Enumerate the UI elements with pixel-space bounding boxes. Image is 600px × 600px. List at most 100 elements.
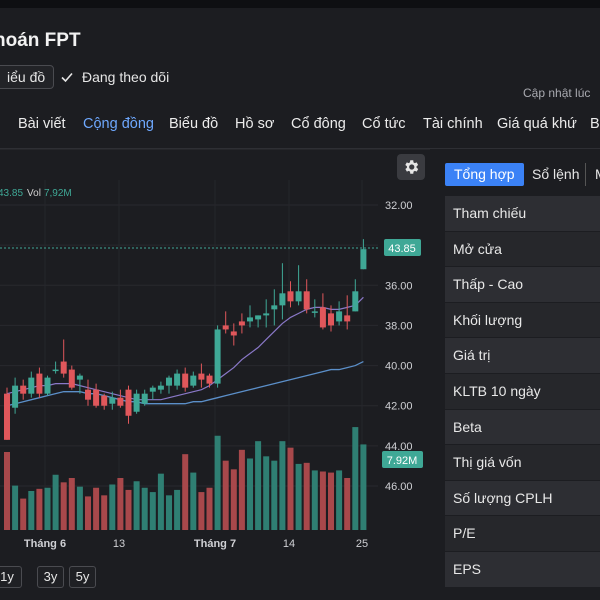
candle-body — [166, 377, 172, 386]
candle-body — [328, 313, 334, 326]
candle-body — [85, 389, 91, 400]
range-3y-button[interactable]: 3y — [37, 566, 64, 588]
volume-bar — [44, 487, 51, 530]
candle-body — [214, 329, 221, 384]
stat-so-luong-cplh: Số lượng CPLH — [445, 480, 600, 517]
tab-cong-dong[interactable]: Cộng đồng — [83, 116, 154, 132]
tab-ho-so[interactable]: Hồ sơ — [235, 116, 275, 132]
price-tick-label: 32.00 — [385, 200, 413, 212]
tab-bai-viet[interactable]: Bài viết — [18, 116, 66, 132]
candle-body — [238, 321, 245, 326]
tab-more-side[interactable]: M — [585, 163, 600, 186]
tab-tai-chinh[interactable]: Tài chính — [423, 116, 483, 132]
candle-body — [28, 377, 35, 394]
volume-bar — [174, 489, 181, 530]
time-tick-label: Tháng 7 — [194, 538, 236, 550]
candle-body — [36, 373, 43, 394]
candle-body — [44, 377, 51, 394]
volume-bar — [328, 472, 334, 530]
volume-bar — [198, 492, 205, 530]
candle-body — [68, 369, 75, 388]
time-tick-label: Tháng 6 — [24, 538, 66, 550]
updated-label: Cập nhật lúc — [523, 86, 591, 100]
candle-body — [190, 375, 197, 386]
main-tabs: Bài viết Cộng đồng Biểu đồ Hồ sơ Cổ đông… — [0, 108, 600, 142]
price-tag — [384, 239, 421, 256]
volume-bar — [85, 496, 91, 530]
tab-co-dong[interactable]: Cổ đông — [291, 116, 346, 132]
volume-bar — [12, 485, 19, 530]
chart-settings-button[interactable] — [397, 154, 425, 180]
candle-body — [279, 293, 286, 306]
volume-bar — [190, 472, 197, 530]
candle-body — [12, 385, 19, 408]
tab-co-tuc[interactable]: Cổ tức — [362, 116, 406, 132]
candle-body — [352, 291, 359, 312]
candle-body — [174, 373, 181, 386]
volume-bar — [271, 460, 278, 530]
time-tick-label: 13 — [113, 538, 125, 550]
tab-bieu-do[interactable]: Biểu đồ — [169, 116, 219, 132]
candle-body — [206, 375, 213, 384]
price-tick-label: 46.00 — [385, 481, 413, 493]
stat-pe: P/E — [445, 516, 600, 552]
volume-bar — [336, 470, 343, 530]
volume-tag — [382, 451, 423, 468]
tab-so-lenh[interactable]: Sổ lệnh — [532, 166, 580, 182]
candle-body — [125, 389, 132, 416]
price-chart[interactable]: 46.0044.0042.0040.0038.0036.0034.0032.00… — [0, 149, 430, 600]
candle-body — [93, 389, 100, 406]
tab-tong-hop[interactable]: Tổng hợp — [445, 163, 524, 186]
price-tick-label: 38.00 — [385, 320, 413, 332]
volume-bar — [206, 487, 213, 530]
candle-body — [271, 305, 278, 310]
follow-label: Đang theo dõi — [82, 69, 170, 85]
candle-body — [109, 397, 116, 404]
stat-khoi-luong: Khối lượng — [445, 302, 600, 339]
candle-body — [255, 315, 262, 320]
check-icon — [61, 72, 73, 83]
candle-body — [4, 393, 10, 440]
follow-button[interactable]: Đang theo dõi — [60, 69, 169, 85]
gear-icon — [405, 160, 419, 174]
range-5y-button[interactable]: 5y — [69, 566, 96, 588]
stat-tham-chieu: Tham chiếu — [445, 196, 600, 232]
stat-beta: Beta — [445, 409, 600, 446]
candle-body — [319, 307, 326, 328]
candle-body — [76, 375, 83, 380]
stat-mo-cua: Mở cửa — [445, 231, 600, 268]
volume-bar — [295, 463, 302, 530]
range-1y-button[interactable]: 1y — [0, 566, 22, 588]
volume-bar — [149, 492, 156, 530]
volume-bar — [182, 454, 189, 530]
stat-kltb-10-ngay: KLTB 10 ngày — [445, 373, 600, 410]
tab-more[interactable]: B — [590, 116, 600, 132]
stat-gia-tri: Giá trị — [445, 338, 600, 374]
volume-bar — [141, 487, 148, 530]
ma-long-line — [6, 360, 364, 407]
volume-bar — [255, 441, 262, 530]
candle-body — [247, 317, 253, 322]
volume-bar — [52, 474, 59, 530]
tab-gia-qua-khu[interactable]: Giá quá khứ — [497, 116, 577, 132]
page-title: hoán FPT — [0, 30, 81, 51]
volume-bar — [311, 470, 318, 530]
price-tick-label: 44.00 — [385, 441, 413, 453]
candle-body — [117, 397, 124, 406]
candle-body — [344, 315, 351, 322]
chart-button[interactable]: iểu đồ — [0, 65, 55, 89]
volume-bar — [214, 435, 221, 530]
volume-bar — [36, 488, 43, 530]
candle-body — [230, 331, 237, 336]
volume-bar — [157, 473, 164, 530]
volume-bar — [238, 449, 245, 530]
volume-bar — [222, 460, 229, 530]
volume-bar — [360, 444, 367, 530]
volume-bar — [287, 447, 294, 530]
candle-body — [311, 311, 318, 313]
stat-thi-gia-von: Thị giá vốn — [445, 445, 600, 481]
legend-vol-label: Vol — [27, 188, 41, 199]
volume-tag-text: 7.92M — [387, 455, 418, 467]
volume-bar — [303, 462, 310, 530]
candle-body — [20, 385, 27, 394]
